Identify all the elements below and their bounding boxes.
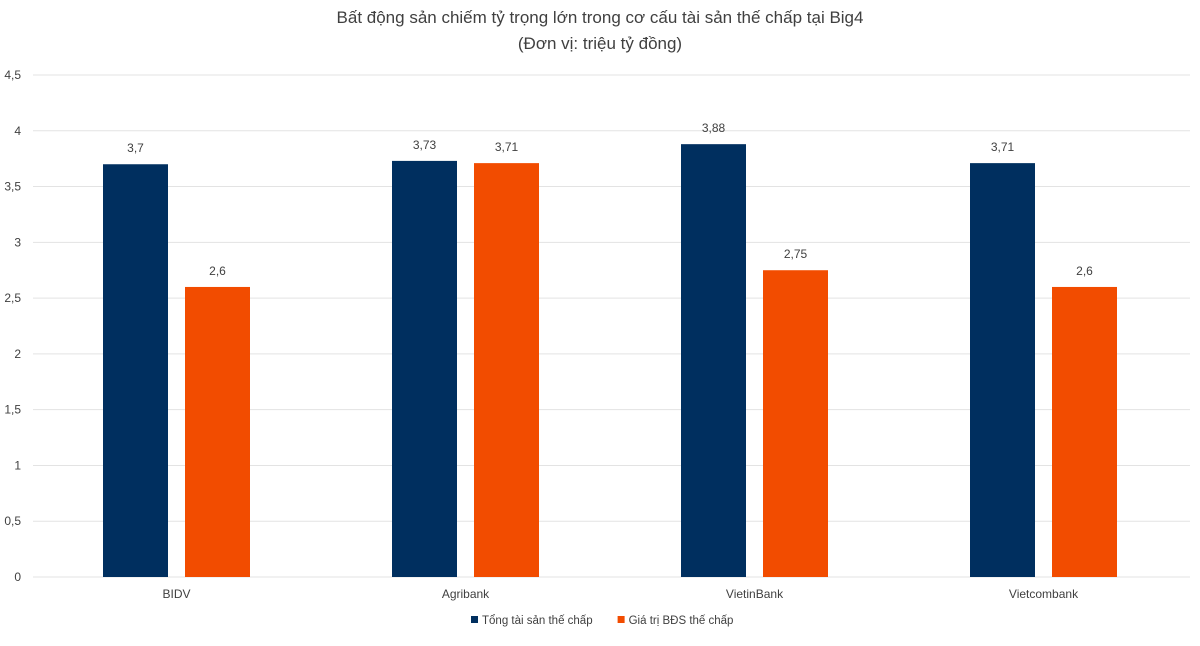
bar-value-label: 3,73 <box>413 138 437 152</box>
y-tick-label: 3,5 <box>4 180 21 194</box>
bar <box>185 286 250 577</box>
bar <box>681 144 746 578</box>
legend: Tổng tài sản thế chấp Giá trị BĐS thế chấ… <box>471 615 733 627</box>
legend-swatch <box>471 616 478 623</box>
chart-subtitle: (Đơn vị: triệu tỷ đồng) <box>518 34 682 53</box>
bar <box>763 270 828 577</box>
legend-swatch <box>617 616 625 623</box>
y-tick-label: 2 <box>14 347 21 361</box>
legend-label: Giá trị BĐS thế chấp <box>629 615 734 627</box>
y-tick-label: 4 <box>14 124 21 138</box>
bar <box>392 160 457 578</box>
x-category-label: Agribank <box>442 587 490 601</box>
bar <box>474 163 539 577</box>
bar-value-label: 2,6 <box>209 264 226 278</box>
chart-title: Bất động sản chiếm tỷ trọng lớn trong cơ… <box>337 8 864 27</box>
bars <box>103 144 1117 578</box>
bar <box>970 163 1035 577</box>
x-category-label: Vietcombank <box>1009 587 1079 601</box>
bar-value-label: 3,71 <box>991 140 1015 154</box>
legend-label: Tổng tài sản thế chấp <box>482 615 593 627</box>
bar-value-label: 3,71 <box>495 140 519 154</box>
bar <box>1052 286 1117 577</box>
y-tick-label: 0,5 <box>4 514 21 528</box>
y-tick-label: 1 <box>14 458 21 472</box>
bar <box>103 164 168 577</box>
x-axis-category-labels: BIDV Agribank VietinBank Vietcombank <box>162 587 1079 601</box>
x-category-label: VietinBank <box>726 587 784 601</box>
data-labels: 3,7 2,6 3,73 3,71 3,88 2,75 3,71 2,6 <box>127 121 1093 278</box>
bar-value-label: 2,6 <box>1076 264 1093 278</box>
y-tick-label: 3 <box>14 235 21 249</box>
y-tick-label: 0 <box>14 570 21 584</box>
y-tick-label: 2,5 <box>4 291 21 305</box>
bar-value-label: 2,75 <box>784 247 808 261</box>
y-tick-label: 4,5 <box>4 68 21 82</box>
y-tick-label: 1,5 <box>4 403 21 417</box>
bar-value-label: 3,7 <box>127 141 144 155</box>
bar-value-label: 3,88 <box>702 121 726 135</box>
x-category-label: BIDV <box>162 587 190 601</box>
y-axis-tick-labels: 0 0,5 1 1,5 2 2,5 3 3,5 4 4,5 <box>4 68 21 584</box>
